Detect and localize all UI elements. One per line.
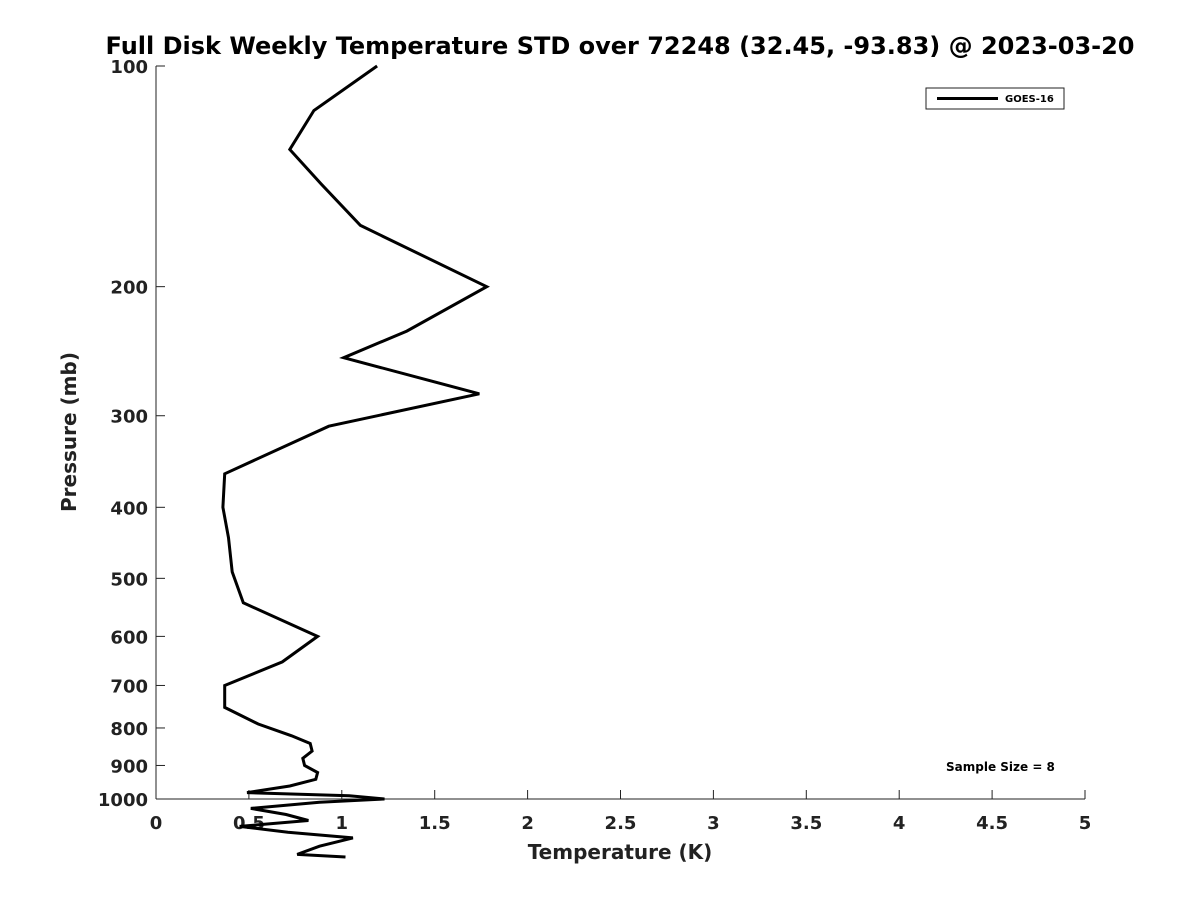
y-tick-label: 500 — [110, 569, 148, 590]
y-tick-label: 100 — [110, 57, 148, 78]
sample-size-annotation: Sample Size = 8 — [946, 760, 1055, 774]
x-axis-ticks: 0 0.5 1 1.5 2 2.5 3 3.5 4 4.5 5 — [150, 790, 1092, 834]
y-axis-label: Pressure (mb) — [57, 352, 81, 512]
y-tick-label: 200 — [110, 278, 148, 299]
y-axis-ticks: 100 200 300 400 500 600 700 800 900 1000 — [98, 57, 165, 811]
x-axis-label: Temperature (K) — [528, 840, 713, 864]
series-line-goes-16 — [221, 64, 490, 859]
y-tick-label: 1000 — [98, 790, 148, 811]
x-tick-label: 3 — [707, 813, 720, 834]
x-tick-label: 4.5 — [976, 813, 1008, 834]
y-tick-label: 800 — [110, 719, 148, 740]
y-tick-label: 600 — [110, 627, 148, 648]
y-tick-label: 300 — [110, 407, 148, 428]
chart-title: Full Disk Weekly Temperature STD over 72… — [106, 32, 1135, 60]
series-layer — [221, 64, 490, 859]
x-tick-label: 1.5 — [419, 813, 451, 834]
x-tick-label: 1 — [336, 813, 349, 834]
x-tick-label: 2 — [521, 813, 534, 834]
x-tick-label: 4 — [893, 813, 906, 834]
y-tick-label: 900 — [110, 756, 148, 777]
plot-area: 0 0.5 1 1.5 2 2.5 3 3.5 4 4.5 5 100200300400500600… — [98, 57, 1092, 859]
x-tick-label: 3.5 — [790, 813, 822, 834]
y-tick-label: 700 — [110, 676, 148, 697]
x-tick-label: 5 — [1079, 813, 1092, 834]
legend: GOES-16 — [925, 87, 1065, 110]
legend-label-goes-16: GOES-16 — [1005, 94, 1054, 105]
x-tick-label: 0 — [150, 813, 163, 834]
x-tick-label: 2.5 — [605, 813, 637, 834]
y-tick-label: 400 — [110, 498, 148, 519]
